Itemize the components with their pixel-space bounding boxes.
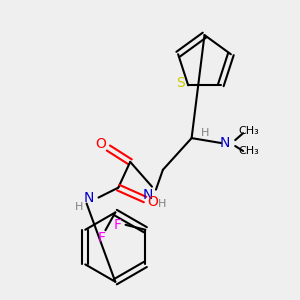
Text: H: H	[158, 200, 166, 209]
Text: CH₃: CH₃	[239, 126, 260, 136]
Text: F: F	[98, 231, 106, 245]
Text: H: H	[74, 202, 83, 212]
Text: CH₃: CH₃	[239, 146, 260, 156]
Text: F: F	[114, 218, 122, 232]
Text: S: S	[176, 76, 184, 90]
Text: N: N	[220, 136, 230, 150]
Text: O: O	[95, 137, 106, 151]
Text: H: H	[201, 128, 210, 138]
Text: N: N	[83, 190, 94, 205]
Text: O: O	[148, 194, 158, 208]
Text: N: N	[143, 188, 153, 202]
